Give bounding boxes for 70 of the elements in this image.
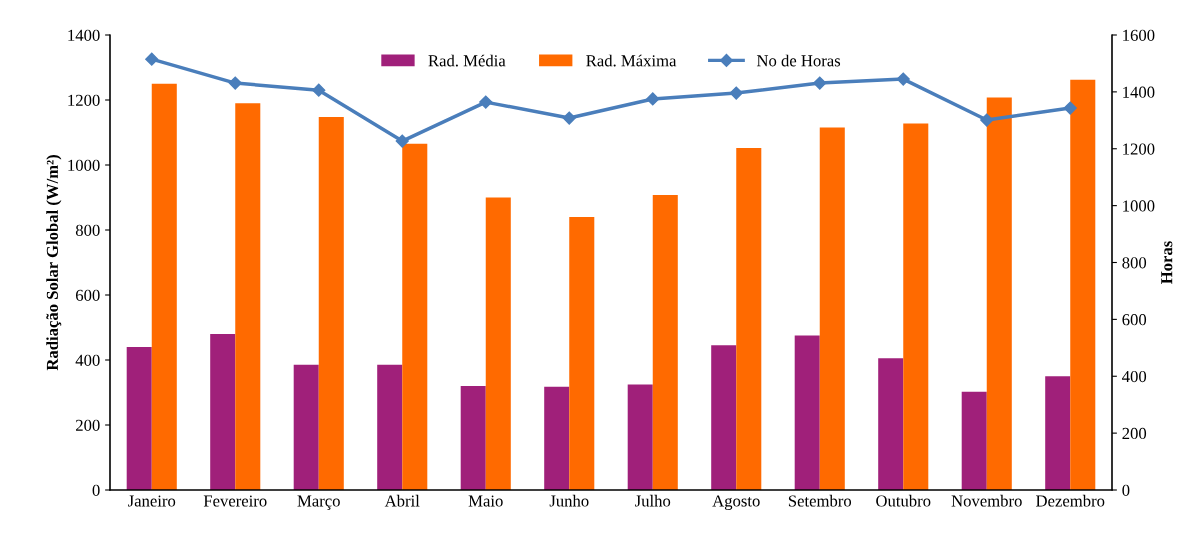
x-tick-label: Outubro xyxy=(876,494,931,507)
x-tick-label: Março xyxy=(297,495,340,510)
bar xyxy=(878,358,904,490)
bar xyxy=(377,364,403,490)
bar xyxy=(318,116,344,490)
bar xyxy=(151,83,177,490)
point xyxy=(228,76,242,90)
x-tick-label: Julho xyxy=(635,494,671,507)
x-tick-label: Junho xyxy=(549,494,589,507)
point xyxy=(813,76,827,90)
x-tick-label: Maio xyxy=(468,495,503,507)
x-tick-label: Abril xyxy=(384,494,420,507)
point xyxy=(980,113,994,127)
legend-label: Rad. Máxima xyxy=(586,54,677,67)
bar xyxy=(961,391,987,490)
y-tick-label: 1400 xyxy=(68,29,100,41)
y2-tick-label: 800 xyxy=(1122,257,1147,269)
bar xyxy=(652,194,678,490)
bar xyxy=(210,334,236,490)
y-tick-label: 400 xyxy=(75,354,100,366)
legend-label: No de Horas xyxy=(756,54,841,67)
y-tick-label: 0 xyxy=(92,484,100,496)
bar xyxy=(293,364,319,490)
bar xyxy=(627,384,653,490)
bar xyxy=(986,97,1012,490)
y2-tick-label: 200 xyxy=(1122,427,1147,440)
point xyxy=(479,95,493,109)
legend-label: Rad. Média xyxy=(428,54,506,67)
y-tick-label: 1000 xyxy=(68,159,100,171)
bar xyxy=(544,386,570,490)
bar xyxy=(235,103,261,490)
y2-axis-title: Horas xyxy=(1161,241,1173,284)
y2-tick-label: 1600 xyxy=(1123,29,1155,41)
y2-tick-label: 1200 xyxy=(1123,143,1155,155)
bar xyxy=(903,123,929,490)
y2-tick-label: 600 xyxy=(1122,314,1147,326)
y-tick-label: 1200 xyxy=(68,94,100,106)
y-tick-label: 200 xyxy=(76,419,100,431)
bar xyxy=(1070,79,1096,490)
x-tick-label: Agosto xyxy=(712,495,760,510)
bar xyxy=(126,347,152,490)
bar xyxy=(711,345,737,490)
y2-tick-label: 1000 xyxy=(1123,200,1155,212)
point xyxy=(562,111,576,125)
bar xyxy=(460,386,486,490)
bar xyxy=(569,217,595,490)
y2-tick-label: 0 xyxy=(1122,484,1130,496)
y2-tick-label: 400 xyxy=(1122,370,1147,383)
x-tick-label: Novembro xyxy=(951,494,1022,507)
y-tick-label: 600 xyxy=(75,289,100,301)
point xyxy=(729,86,743,100)
x-tick-label: Janeiro xyxy=(128,495,176,507)
point xyxy=(646,92,660,106)
point xyxy=(145,52,159,66)
bar xyxy=(819,127,845,490)
point xyxy=(395,134,409,148)
bar xyxy=(485,197,511,490)
bar xyxy=(794,335,820,490)
point xyxy=(896,72,910,86)
y2-tick-label: 1400 xyxy=(1123,86,1155,98)
bar xyxy=(736,148,762,490)
bar xyxy=(1045,376,1071,490)
y-axis-title: Radiação Solar Global (W/m²) xyxy=(46,155,62,371)
point xyxy=(312,83,326,97)
x-tick-label: Dezembro xyxy=(1036,494,1105,507)
bar xyxy=(402,143,428,490)
x-tick-label: Fevereiro xyxy=(203,495,267,507)
x-tick-label: Setembro xyxy=(788,494,852,507)
point xyxy=(1063,101,1077,115)
y-tick-label: 800 xyxy=(75,224,100,236)
